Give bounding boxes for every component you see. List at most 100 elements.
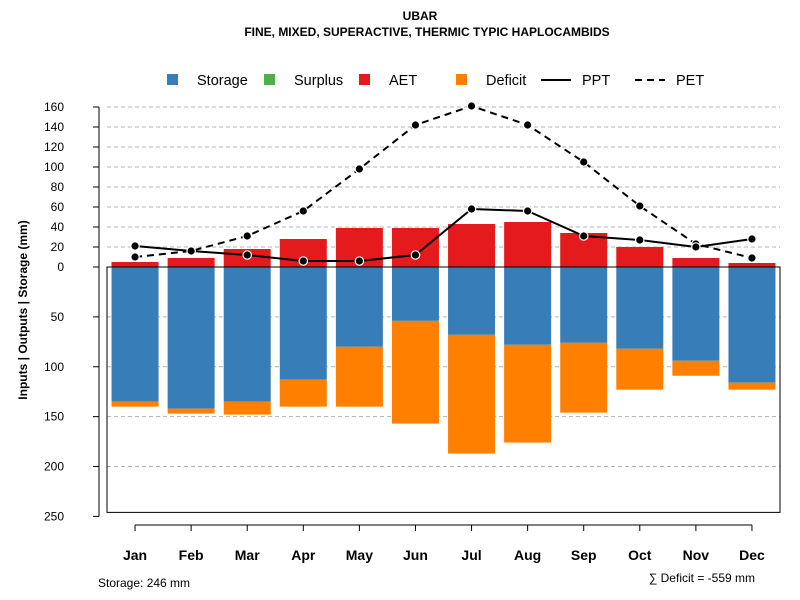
ppt-point (242, 250, 253, 260)
deficit-footer: ∑ Deficit = -559 mm (649, 571, 755, 585)
y-tick-label: 80 (51, 180, 65, 194)
ppt-point (634, 235, 645, 245)
storage-bar (223, 267, 271, 402)
pet-point (634, 201, 645, 211)
deficit-bar (560, 342, 608, 413)
x-tick-label: Jun (403, 547, 428, 563)
aet-bar (167, 258, 215, 267)
aet-legend-swatch (359, 74, 370, 85)
y-tick-label: 150 (44, 410, 64, 424)
storage-bar (504, 267, 552, 345)
ppt-point (130, 241, 140, 251)
pet-point (242, 231, 253, 241)
pet-point (747, 253, 757, 263)
aet-bar (504, 222, 552, 267)
pet-line (134, 104, 753, 259)
ppt-point (522, 206, 533, 216)
y-tick-label: 20 (51, 240, 65, 254)
x-tick-label: Sep (571, 547, 597, 563)
deficit-bar (279, 379, 327, 407)
y-tick-label: 200 (44, 460, 64, 474)
deficit-bar (504, 344, 552, 443)
aet-bar (111, 262, 159, 267)
legend-label: Surplus (294, 73, 343, 89)
pet-point (298, 206, 309, 216)
y-tick-label: 160 (44, 100, 64, 114)
ppt-point (410, 250, 421, 260)
y-axis-title: Inputs | Outputs | Storage (mm) (16, 220, 30, 399)
storage-bar (335, 267, 383, 347)
ppt-point (691, 242, 701, 252)
chart-subtitle: FINE, MIXED, SUPERACTIVE, THERMIC TYPIC … (244, 25, 609, 39)
legend-item-aet: AET (359, 73, 417, 89)
y-tick-label: 140 (44, 120, 64, 134)
legend-label: Deficit (486, 73, 526, 89)
storage-bar (279, 267, 327, 380)
ppt-point (747, 234, 757, 244)
legend-label: AET (389, 73, 417, 89)
legend-item-ppt: PPT (541, 73, 610, 89)
storage-bar (391, 267, 439, 321)
aet-bar (448, 224, 496, 267)
storage-bar (616, 267, 664, 349)
legend-item-deficit: Deficit (456, 73, 526, 89)
pet-point (578, 157, 589, 167)
deficit-bar (672, 360, 720, 376)
aet-bar (728, 263, 776, 267)
y-tick-label: 250 (44, 509, 64, 523)
deficit-bar (111, 401, 159, 407)
storage-bar (728, 267, 776, 383)
aet-bar (391, 228, 439, 267)
legend-item-pet: PET (635, 73, 704, 89)
pet-point (410, 120, 421, 130)
x-tick-label: Mar (235, 547, 260, 563)
pet-point (354, 164, 365, 174)
deficit-bar (391, 320, 439, 424)
y-tick-label: 50 (51, 310, 65, 324)
y-tick-label: 40 (51, 220, 65, 234)
deficit-bar (223, 401, 271, 415)
axes: 0 20 40 60 80 100 120 140 160 50 100 150 200 250 Jan Fe… (44, 100, 765, 563)
ppt-point (354, 256, 365, 266)
x-tick-label: Jan (123, 547, 147, 563)
ppt-point (578, 231, 589, 241)
x-tick-label: May (346, 547, 373, 563)
gridlines (107, 106, 780, 467)
y-tick-label: 120 (44, 140, 64, 154)
y-tick-label: 0 (57, 260, 64, 274)
y-tick-label: 100 (44, 160, 64, 174)
storage-bar (167, 267, 215, 409)
ppt-point (298, 256, 309, 266)
legend-item-storage: Storage (167, 73, 248, 89)
surplus-legend-swatch (264, 74, 275, 85)
deficit-bar (728, 382, 776, 390)
legend-label: Storage (197, 73, 248, 89)
x-tick-label: Dec (739, 547, 765, 563)
legend-label: PPT (582, 73, 610, 89)
legend-label: PET (676, 73, 704, 89)
aet-bar (616, 247, 664, 267)
chart-title: UBAR (403, 9, 438, 23)
x-tick-label: Jul (461, 547, 481, 563)
ppt-point (186, 246, 196, 256)
deficit-bar (616, 348, 664, 390)
y-tick-label: 100 (44, 360, 64, 374)
deficit-bar (448, 334, 496, 454)
x-tick-label: Oct (628, 547, 652, 563)
deficit-bar (335, 346, 383, 407)
ppt-line (134, 207, 753, 262)
y-tick-label: 60 (51, 200, 65, 214)
legend: Storage Surplus AET Deficit PPT PET (167, 73, 704, 89)
deficit-legend-swatch (456, 74, 467, 85)
pet-point (130, 252, 140, 262)
storage-legend-swatch (167, 74, 178, 85)
x-tick-label: Nov (683, 547, 710, 563)
x-tick-label: Feb (179, 547, 204, 563)
storage-bar (560, 267, 608, 343)
pet-point (522, 120, 533, 130)
aet-bar (672, 258, 720, 267)
x-tick-label: Apr (291, 547, 316, 563)
pet-point (466, 101, 477, 111)
storage-bar (111, 267, 159, 402)
deficit-bar (167, 408, 215, 414)
